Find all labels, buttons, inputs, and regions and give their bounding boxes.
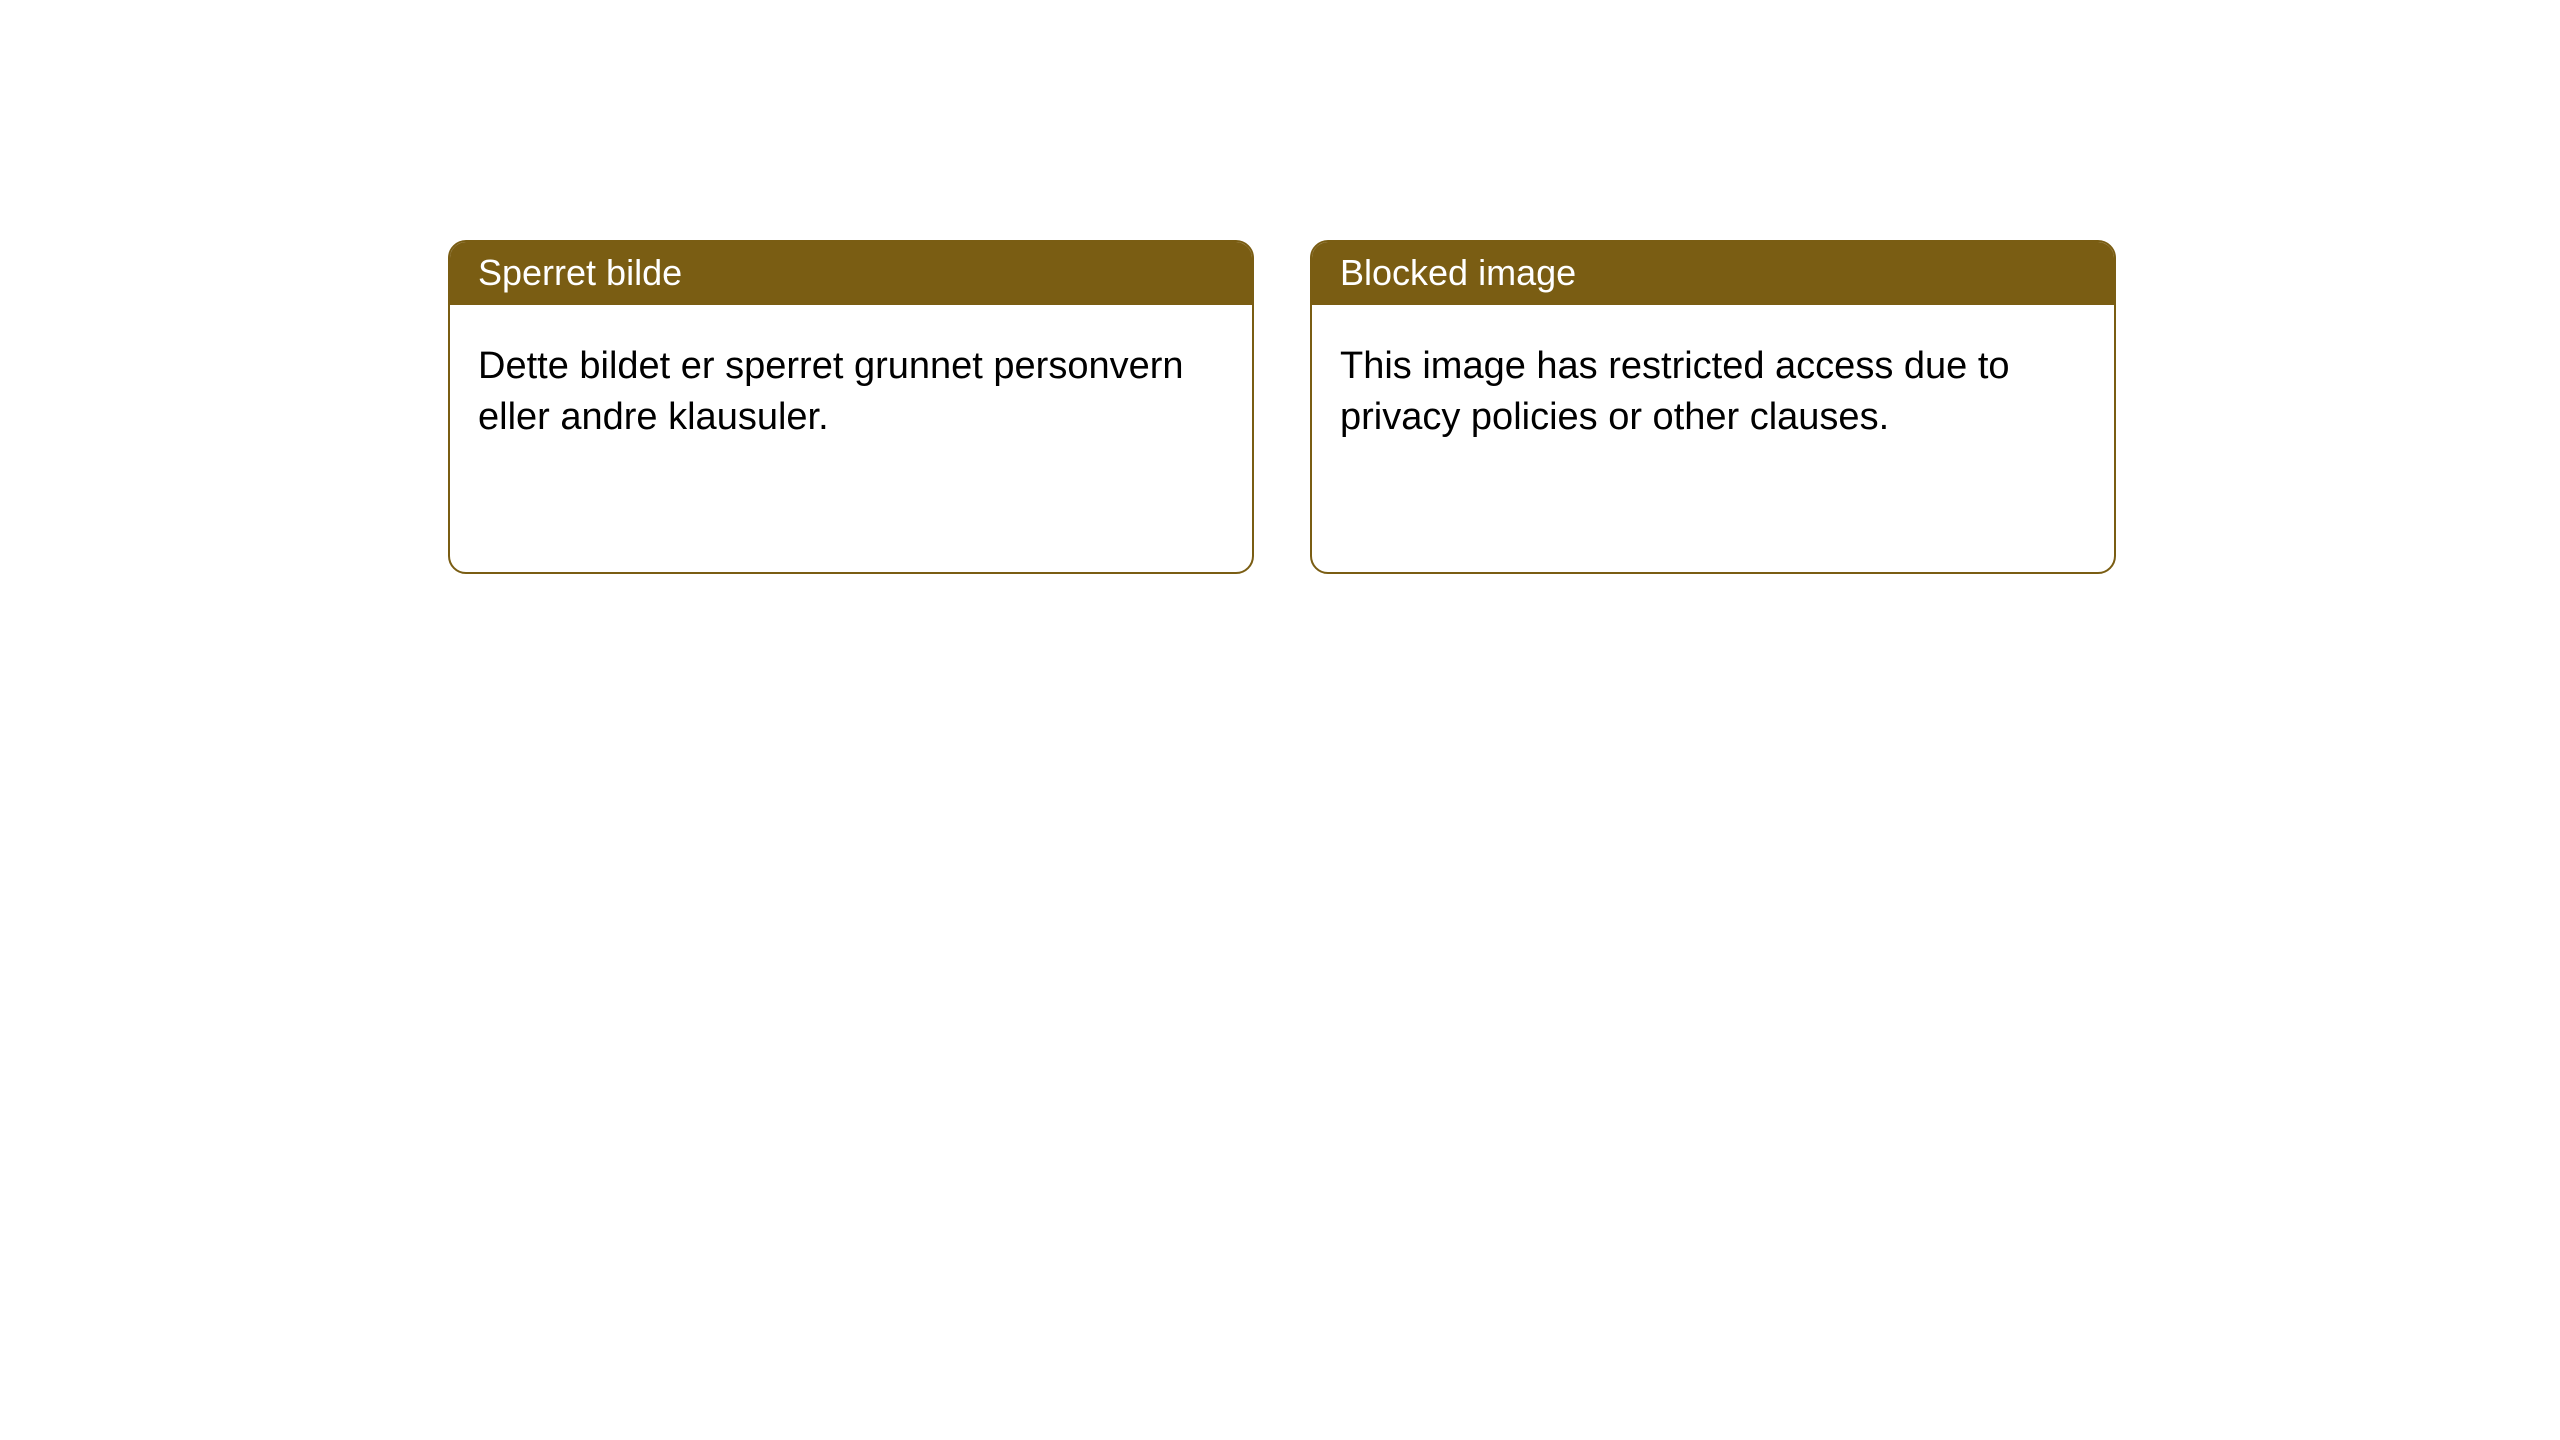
card-body: Dette bildet er sperret grunnet personve… xyxy=(450,305,1252,472)
card-title: Sperret bilde xyxy=(478,252,682,293)
notice-container: Sperret bilde Dette bildet er sperret gr… xyxy=(0,0,2560,574)
card-body: This image has restricted access due to … xyxy=(1312,305,2114,472)
card-body-text: This image has restricted access due to … xyxy=(1340,345,2010,438)
card-body-text: Dette bildet er sperret grunnet personve… xyxy=(478,345,1184,438)
card-header: Sperret bilde xyxy=(450,242,1252,305)
card-header: Blocked image xyxy=(1312,242,2114,305)
blocked-image-notice-no: Sperret bilde Dette bildet er sperret gr… xyxy=(448,240,1254,574)
card-title: Blocked image xyxy=(1340,252,1576,293)
blocked-image-notice-en: Blocked image This image has restricted … xyxy=(1310,240,2116,574)
